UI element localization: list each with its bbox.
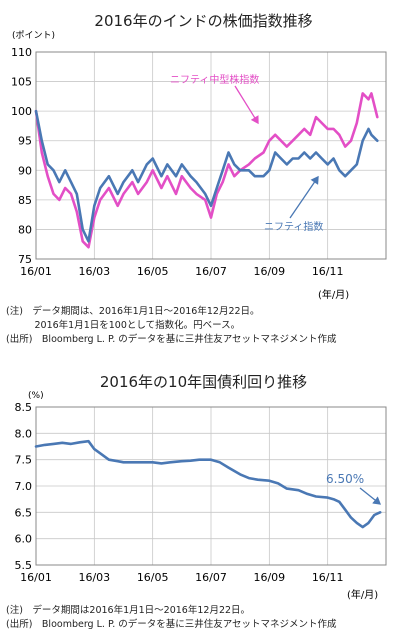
chart1-y-tick-label: 105 <box>11 76 32 89</box>
chart2-series-line-0 <box>34 439 382 529</box>
chart1-annotation-nifty-arrow <box>289 175 319 219</box>
chart2-note-1: (注) データ期間は2016年1月1日～2016年12月22日。 <box>6 605 251 616</box>
chart1-note-2: 2016年1月1日を100として指数化。円ベース。 <box>6 320 241 331</box>
chart1-y-unit: (ポイント) <box>12 30 55 41</box>
chart2-x-tick-label: 16/01 <box>20 571 52 584</box>
chart2-x-tick-label: 16/07 <box>195 571 227 584</box>
chart2-x-unit: (年/月) <box>347 588 378 601</box>
chart1-series-line-0 <box>34 92 379 249</box>
chart1-x-tick-label: 16/03 <box>78 265 110 278</box>
chart1-plot-frame <box>35 51 387 260</box>
chart1-x-tick-label: 16/11 <box>312 265 344 278</box>
chart1-x-tick-label: 16/05 <box>137 265 169 278</box>
chart1-y-tick-label: 85 <box>18 194 32 207</box>
chart1-x-tick-label: 16/09 <box>253 265 285 278</box>
chart2-svg: (%) 5.5 6.0 6.5 7.0 7.5 8.0 8.5 16/01 16/03 16/0… <box>15 391 387 601</box>
chart2-y-tick-label: 5.5 <box>15 559 33 572</box>
chart1-annotation-nifty: ニフティ指数 <box>264 220 323 233</box>
chart2-plot-frame <box>35 406 387 566</box>
chart2-title: 2016年の10年国債利回り推移 <box>99 373 308 391</box>
chart2-y-tick-label: 6.0 <box>15 533 33 546</box>
chart1-y-tick-label: 100 <box>11 105 32 118</box>
chart1-x-unit: (年/月) <box>318 288 349 301</box>
chart2-x-tick-label: 16/03 <box>78 571 110 584</box>
chart2-y-tick-label: 6.5 <box>15 506 33 519</box>
chart1-x-tick-label: 16/07 <box>195 265 227 278</box>
chart1-y-tick-label: 75 <box>18 253 32 266</box>
chart1-svg: (ポイント) 75 80 85 90 95 100 105 110 16/01 16/03 16/… <box>11 30 387 301</box>
chart1-y-tick-label: 110 <box>11 46 32 59</box>
chart2-x-tick-label: 16/09 <box>253 571 285 584</box>
chart1-y-tick-label: 80 <box>18 223 32 236</box>
chart1-source: (出所) Bloomberg L. P. のデータを基に三井住友アセットマネジメ… <box>6 334 337 345</box>
chart2-y-tick-label: 8.5 <box>15 401 33 414</box>
chart2-y-unit: (%) <box>28 391 44 401</box>
chart2-y-tick-label: 7.0 <box>15 480 33 493</box>
chart2-source: (出所) Bloomberg L. P. のデータを基に三井住友アセットマネジメ… <box>6 619 337 630</box>
chart2-annotation-last: 6.50% <box>326 472 364 486</box>
chart2-x-tick-label: 16/05 <box>137 571 169 584</box>
chart1-x-tick-label: 16/01 <box>20 265 52 278</box>
chart1-annotation-midcap: ニフティ中型株指数 <box>170 73 259 86</box>
chart2-y-tick-label: 8.0 <box>15 427 33 440</box>
chart1-annotation-midcap-arrow <box>234 85 259 125</box>
chart2-y-tick-label: 7.5 <box>15 454 33 467</box>
chart1-series-line-1 <box>34 109 379 243</box>
chart1-note-1: (注) データ期間は、2016年1月1日～2016年12月22日。 <box>6 306 260 317</box>
chart2-x-tick-label: 16/11 <box>312 571 344 584</box>
chart2-annotation-arrow <box>359 487 382 505</box>
chart1-y-tick-label: 90 <box>18 164 32 177</box>
chart1-y-tick-label: 95 <box>18 135 32 148</box>
chart1-title: 2016年のインドの株価指数推移 <box>94 12 313 30</box>
